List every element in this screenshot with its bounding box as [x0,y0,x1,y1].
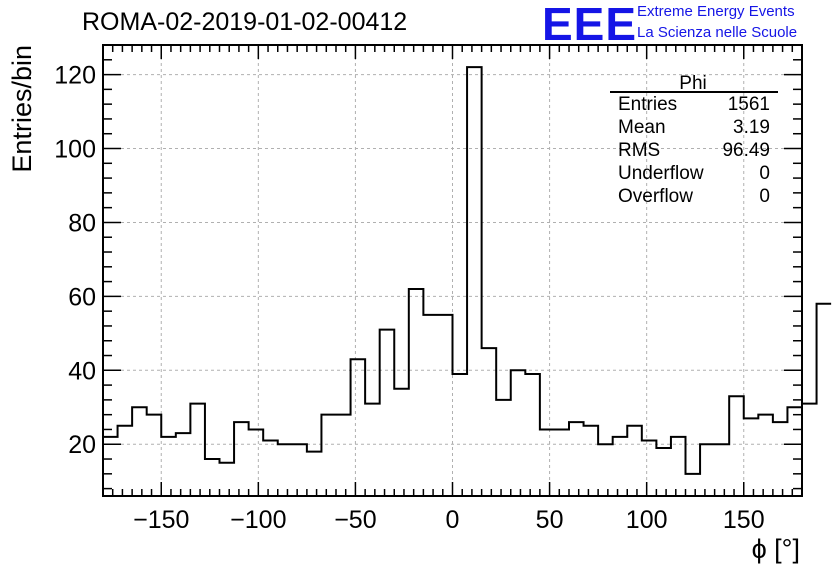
stats-value: 0 [759,163,770,184]
histogram-bin [103,437,118,496]
histogram-bin [438,315,453,496]
histogram-bin [278,444,293,496]
histogram-bin [205,459,220,496]
histogram-bin [787,407,802,496]
stats-label: Mean [618,117,666,138]
histogram-bin [467,67,482,496]
histogram-bin [161,437,176,496]
histogram-bin [336,415,351,496]
y-tick-label: 20 [68,431,96,459]
histogram-bin [817,304,832,496]
stats-label: RMS [618,140,660,161]
histogram-bin [613,437,628,496]
histogram-bin [409,289,424,496]
histogram-bin [584,426,599,496]
histogram-bin [627,426,642,496]
x-tick-label: 100 [626,506,668,534]
y-tick-label: 80 [68,209,96,237]
stats-value: 96.49 [722,140,770,161]
x-tick-label: −50 [334,506,376,534]
eee-logo: EEE [542,0,638,50]
histogram-bin [569,422,584,496]
histogram-bin [540,429,555,496]
histogram-bin [729,396,744,496]
histogram-bin [496,400,511,496]
stats-value: 0 [759,186,770,207]
x-tick-label: −100 [230,506,286,534]
histogram-bin [263,441,278,496]
histogram-bin [132,407,147,496]
histogram-bin [482,348,497,496]
x-tick-label: −150 [133,506,189,534]
x-tick-label: 150 [723,506,765,534]
logo-subtitle-line1: Extreme Energy Events [637,3,795,20]
histogram-bin [686,474,701,496]
histogram-bin [365,404,380,496]
histogram-bin [802,404,817,496]
histogram-bin [220,463,235,496]
histogram-bin [394,389,409,496]
histogram-bin [249,429,264,496]
y-tick-label: 40 [68,357,96,385]
histogram-bin [234,422,249,496]
y-tick-label: 100 [54,136,96,164]
histogram-bin [642,441,657,496]
histogram-bin [744,418,759,496]
stats-box-name: Phi [679,73,706,94]
histogram-bin [321,415,336,496]
histogram-bin [511,370,526,496]
histogram-bin [118,426,133,496]
x-axis-title: ϕ [°] [752,534,800,564]
histogram-bin [292,444,307,496]
histogram-bin [715,444,730,496]
histogram-bin [453,374,468,496]
stats-label: Entries [618,94,677,115]
logo-subtitle-line2: La Scienza nelle Scuole [637,24,798,41]
y-tick-label: 60 [68,283,96,311]
histogram-bin [656,448,671,496]
histogram-bin [307,452,322,496]
stats-label: Underflow [618,163,704,184]
x-tick-label: 50 [536,506,564,534]
x-tick-label: 0 [446,506,460,534]
histogram-bin [700,444,715,496]
histogram-bin [190,404,205,496]
histogram-bin [525,374,540,496]
y-axis-title: Entries/bin [7,45,37,173]
histogram-bin [554,429,569,496]
histogram-bin [176,433,191,496]
histogram-bin [598,444,613,496]
histogram-bin [773,422,788,496]
y-tick-label: 120 [54,62,96,90]
stats-label: Overflow [618,186,693,207]
histogram-title: ROMA-02-2019-01-02-00412 [82,8,408,36]
histogram-bin [758,415,773,496]
stats-value: 3.19 [733,117,770,138]
histogram-outline [102,66,832,496]
histogram-bin [147,415,162,496]
histogram-bin [671,437,686,496]
histogram-bin [380,330,395,496]
histogram-bin [423,315,438,496]
histogram-bin [351,359,366,496]
stats-value: 1561 [728,94,770,115]
